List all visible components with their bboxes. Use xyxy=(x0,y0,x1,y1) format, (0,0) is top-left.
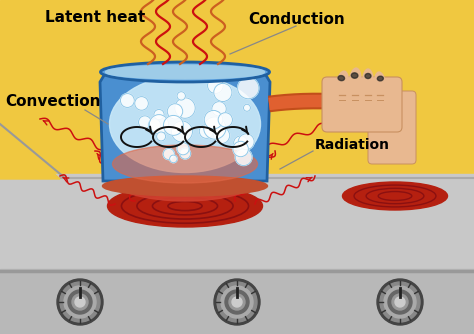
Circle shape xyxy=(148,119,161,131)
Bar xyxy=(0,174,474,274)
Circle shape xyxy=(177,143,189,155)
Circle shape xyxy=(204,111,223,129)
Circle shape xyxy=(135,97,148,110)
Ellipse shape xyxy=(377,76,383,81)
Ellipse shape xyxy=(100,62,270,82)
Ellipse shape xyxy=(112,145,257,183)
Ellipse shape xyxy=(102,176,267,196)
Circle shape xyxy=(384,286,416,318)
Circle shape xyxy=(204,117,226,139)
Ellipse shape xyxy=(338,75,345,80)
Circle shape xyxy=(232,297,242,307)
Ellipse shape xyxy=(343,182,447,210)
Circle shape xyxy=(180,148,191,159)
Text: Conduction: Conduction xyxy=(248,12,345,27)
Circle shape xyxy=(175,98,195,118)
Ellipse shape xyxy=(374,72,385,98)
Circle shape xyxy=(64,286,96,318)
Circle shape xyxy=(221,286,253,318)
Circle shape xyxy=(199,124,214,138)
Circle shape xyxy=(237,77,259,99)
Circle shape xyxy=(380,282,420,322)
Circle shape xyxy=(214,279,260,325)
Ellipse shape xyxy=(351,73,358,78)
Circle shape xyxy=(238,134,254,150)
FancyBboxPatch shape xyxy=(326,92,390,118)
Ellipse shape xyxy=(336,71,348,99)
Circle shape xyxy=(177,92,185,100)
Circle shape xyxy=(149,115,169,134)
FancyBboxPatch shape xyxy=(322,77,402,132)
Circle shape xyxy=(172,121,192,142)
Circle shape xyxy=(234,136,248,150)
Ellipse shape xyxy=(384,96,404,112)
Circle shape xyxy=(213,127,230,144)
Circle shape xyxy=(212,102,226,116)
Circle shape xyxy=(214,84,232,102)
Bar xyxy=(0,269,474,334)
Text: Convection: Convection xyxy=(5,94,100,109)
Circle shape xyxy=(156,132,165,141)
Circle shape xyxy=(217,282,257,322)
Ellipse shape xyxy=(363,69,374,97)
Circle shape xyxy=(60,282,100,322)
Circle shape xyxy=(208,78,223,94)
Circle shape xyxy=(120,94,134,108)
Circle shape xyxy=(57,279,103,325)
Circle shape xyxy=(244,104,250,111)
Ellipse shape xyxy=(108,185,263,227)
Circle shape xyxy=(72,294,88,310)
Ellipse shape xyxy=(106,65,264,79)
Ellipse shape xyxy=(365,73,371,78)
Polygon shape xyxy=(0,124,60,179)
Circle shape xyxy=(167,104,182,119)
Circle shape xyxy=(392,294,408,310)
Circle shape xyxy=(235,149,252,166)
Text: Latent heat: Latent heat xyxy=(45,10,145,25)
Ellipse shape xyxy=(109,75,261,172)
Circle shape xyxy=(218,113,232,127)
Circle shape xyxy=(154,110,164,120)
Ellipse shape xyxy=(349,68,361,98)
Circle shape xyxy=(164,116,183,135)
Circle shape xyxy=(233,141,248,157)
Circle shape xyxy=(170,155,177,163)
Circle shape xyxy=(68,290,92,314)
Circle shape xyxy=(395,297,405,307)
Circle shape xyxy=(225,290,249,314)
Circle shape xyxy=(138,116,151,129)
Polygon shape xyxy=(100,72,270,181)
Circle shape xyxy=(229,294,245,310)
Ellipse shape xyxy=(108,151,263,201)
FancyBboxPatch shape xyxy=(368,91,416,164)
Circle shape xyxy=(388,290,412,314)
Text: Radiation: Radiation xyxy=(315,138,390,152)
Bar xyxy=(0,0,474,179)
Circle shape xyxy=(377,279,423,325)
Circle shape xyxy=(75,297,85,307)
Ellipse shape xyxy=(326,100,344,127)
Circle shape xyxy=(163,148,174,160)
